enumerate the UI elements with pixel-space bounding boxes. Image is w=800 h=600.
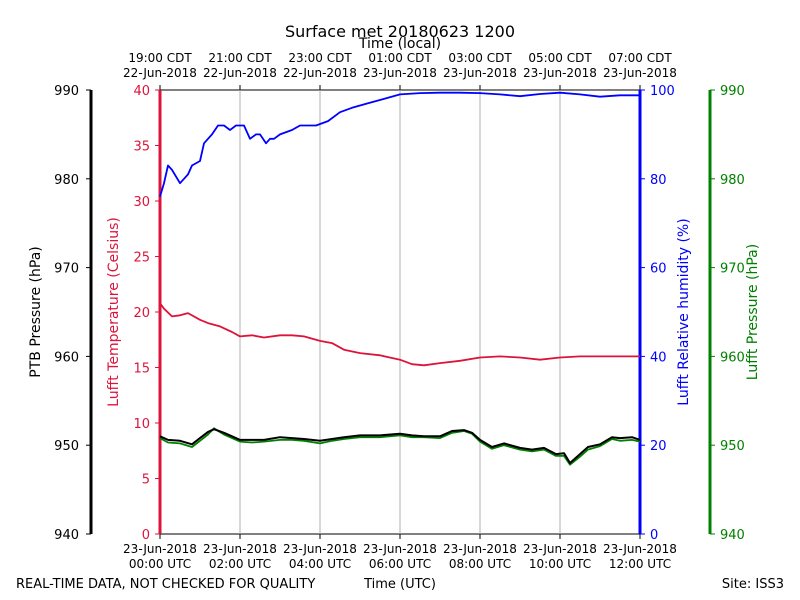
- x-tick-label-date: 23-Jun-2018: [283, 542, 357, 556]
- x-tick-label-time: 00:00 UTC: [129, 557, 191, 571]
- y-tick-label-temp: 0: [142, 528, 150, 543]
- y-axis-label-lp: Lufft Pressure (hPa): [745, 244, 761, 380]
- y-tick-label-ptb: 970: [54, 262, 79, 277]
- y-tick-label-rh: 40: [650, 350, 667, 365]
- y-tick-label-lp: 960: [720, 350, 745, 365]
- x-tick-label-date: 23-Jun-2018: [443, 542, 517, 556]
- top-tick-label-date: 23-Jun-2018: [603, 66, 677, 80]
- x-tick-label-time: 04:00 UTC: [289, 557, 351, 571]
- y-tick-label-temp: 30: [133, 195, 150, 210]
- x-tick-label-date: 23-Jun-2018: [363, 542, 437, 556]
- series-line-ptb: [159, 428, 641, 464]
- site-label: Site: ISS3: [722, 577, 784, 592]
- top-tick-label-date: 23-Jun-2018: [523, 66, 597, 80]
- y-tick-label-ptb: 960: [54, 350, 79, 365]
- x-tick-label-date: 23-Jun-2018: [123, 542, 197, 556]
- y-tick-label-temp: 10: [133, 417, 150, 432]
- top-tick-label-time: 19:00 CDT: [128, 51, 192, 65]
- y-tick-label-temp: 15: [133, 362, 150, 377]
- y-tick-label-ptb: 980: [54, 173, 79, 188]
- top-tick-label-time: 03:00 CDT: [448, 51, 512, 65]
- top-tick-label-date: 22-Jun-2018: [283, 66, 357, 80]
- series-line-temp: [159, 302, 640, 367]
- y-tick-label-lp: 970: [720, 262, 745, 277]
- y-tick-label-ptb: 950: [54, 439, 79, 454]
- x-tick-label-time: 08:00 UTC: [449, 557, 511, 571]
- top-tick-label-time: 23:00 CDT: [288, 51, 352, 65]
- series-line-lp: [159, 427, 641, 466]
- y-axis-label-ptb: PTB Pressure (hPa): [28, 246, 44, 377]
- top-tick-label-time: 07:00 CDT: [608, 51, 672, 65]
- y-tick-label-ptb: 990: [54, 84, 79, 99]
- top-tick-label-date: 22-Jun-2018: [203, 66, 277, 80]
- x-tick-label-time: 12:00 UTC: [609, 557, 671, 571]
- y-tick-label-rh: 100: [650, 84, 675, 99]
- y-tick-label-rh: 60: [650, 262, 667, 277]
- x-tick-label-time: 06:00 UTC: [369, 557, 431, 571]
- top-axis-label: Time (local): [358, 36, 441, 52]
- chart-title: Surface met 20180623 1200: [285, 22, 515, 41]
- x-tick-label-time: 02:00 UTC: [209, 557, 271, 571]
- series-line-rh: [159, 91, 640, 197]
- y-tick-label-rh: 0: [650, 528, 658, 543]
- bottom-axis-label: Time (UTC): [363, 577, 436, 592]
- top-tick-label-date: 22-Jun-2018: [123, 66, 197, 80]
- top-tick-label-date: 23-Jun-2018: [443, 66, 517, 80]
- y-tick-label-temp: 35: [133, 140, 150, 155]
- y-tick-label-lp: 980: [720, 173, 745, 188]
- y-tick-label-temp: 20: [133, 306, 150, 321]
- footer-disclaimer: REAL-TIME DATA, NOT CHECKED FOR QUALITY: [16, 577, 315, 592]
- top-tick-label-time: 01:00 CDT: [368, 51, 432, 65]
- y-axis-label-rh: Lufft Relative humidity (%): [676, 218, 692, 405]
- y-tick-label-lp: 990: [720, 84, 745, 99]
- x-tick-label-time: 10:00 UTC: [529, 557, 591, 571]
- x-tick-label-date: 23-Jun-2018: [203, 542, 277, 556]
- y-tick-label-temp: 40: [133, 84, 150, 99]
- x-tick-label-date: 23-Jun-2018: [523, 542, 597, 556]
- y-tick-label-temp: 5: [142, 473, 150, 488]
- y-tick-label-temp: 25: [133, 251, 150, 266]
- y-tick-label-ptb: 940: [54, 528, 79, 543]
- top-tick-label-date: 23-Jun-2018: [363, 66, 437, 80]
- y-tick-label-lp: 950: [720, 439, 745, 454]
- top-tick-label-time: 21:00 CDT: [208, 51, 272, 65]
- top-tick-label-time: 05:00 CDT: [528, 51, 592, 65]
- y-axis-label-temp: Lufft Temperature (Celsius): [106, 217, 122, 407]
- y-tick-label-rh: 80: [650, 173, 667, 188]
- x-tick-label-date: 23-Jun-2018: [603, 542, 677, 556]
- y-tick-label-lp: 940: [720, 528, 745, 543]
- y-tick-label-rh: 20: [650, 439, 667, 454]
